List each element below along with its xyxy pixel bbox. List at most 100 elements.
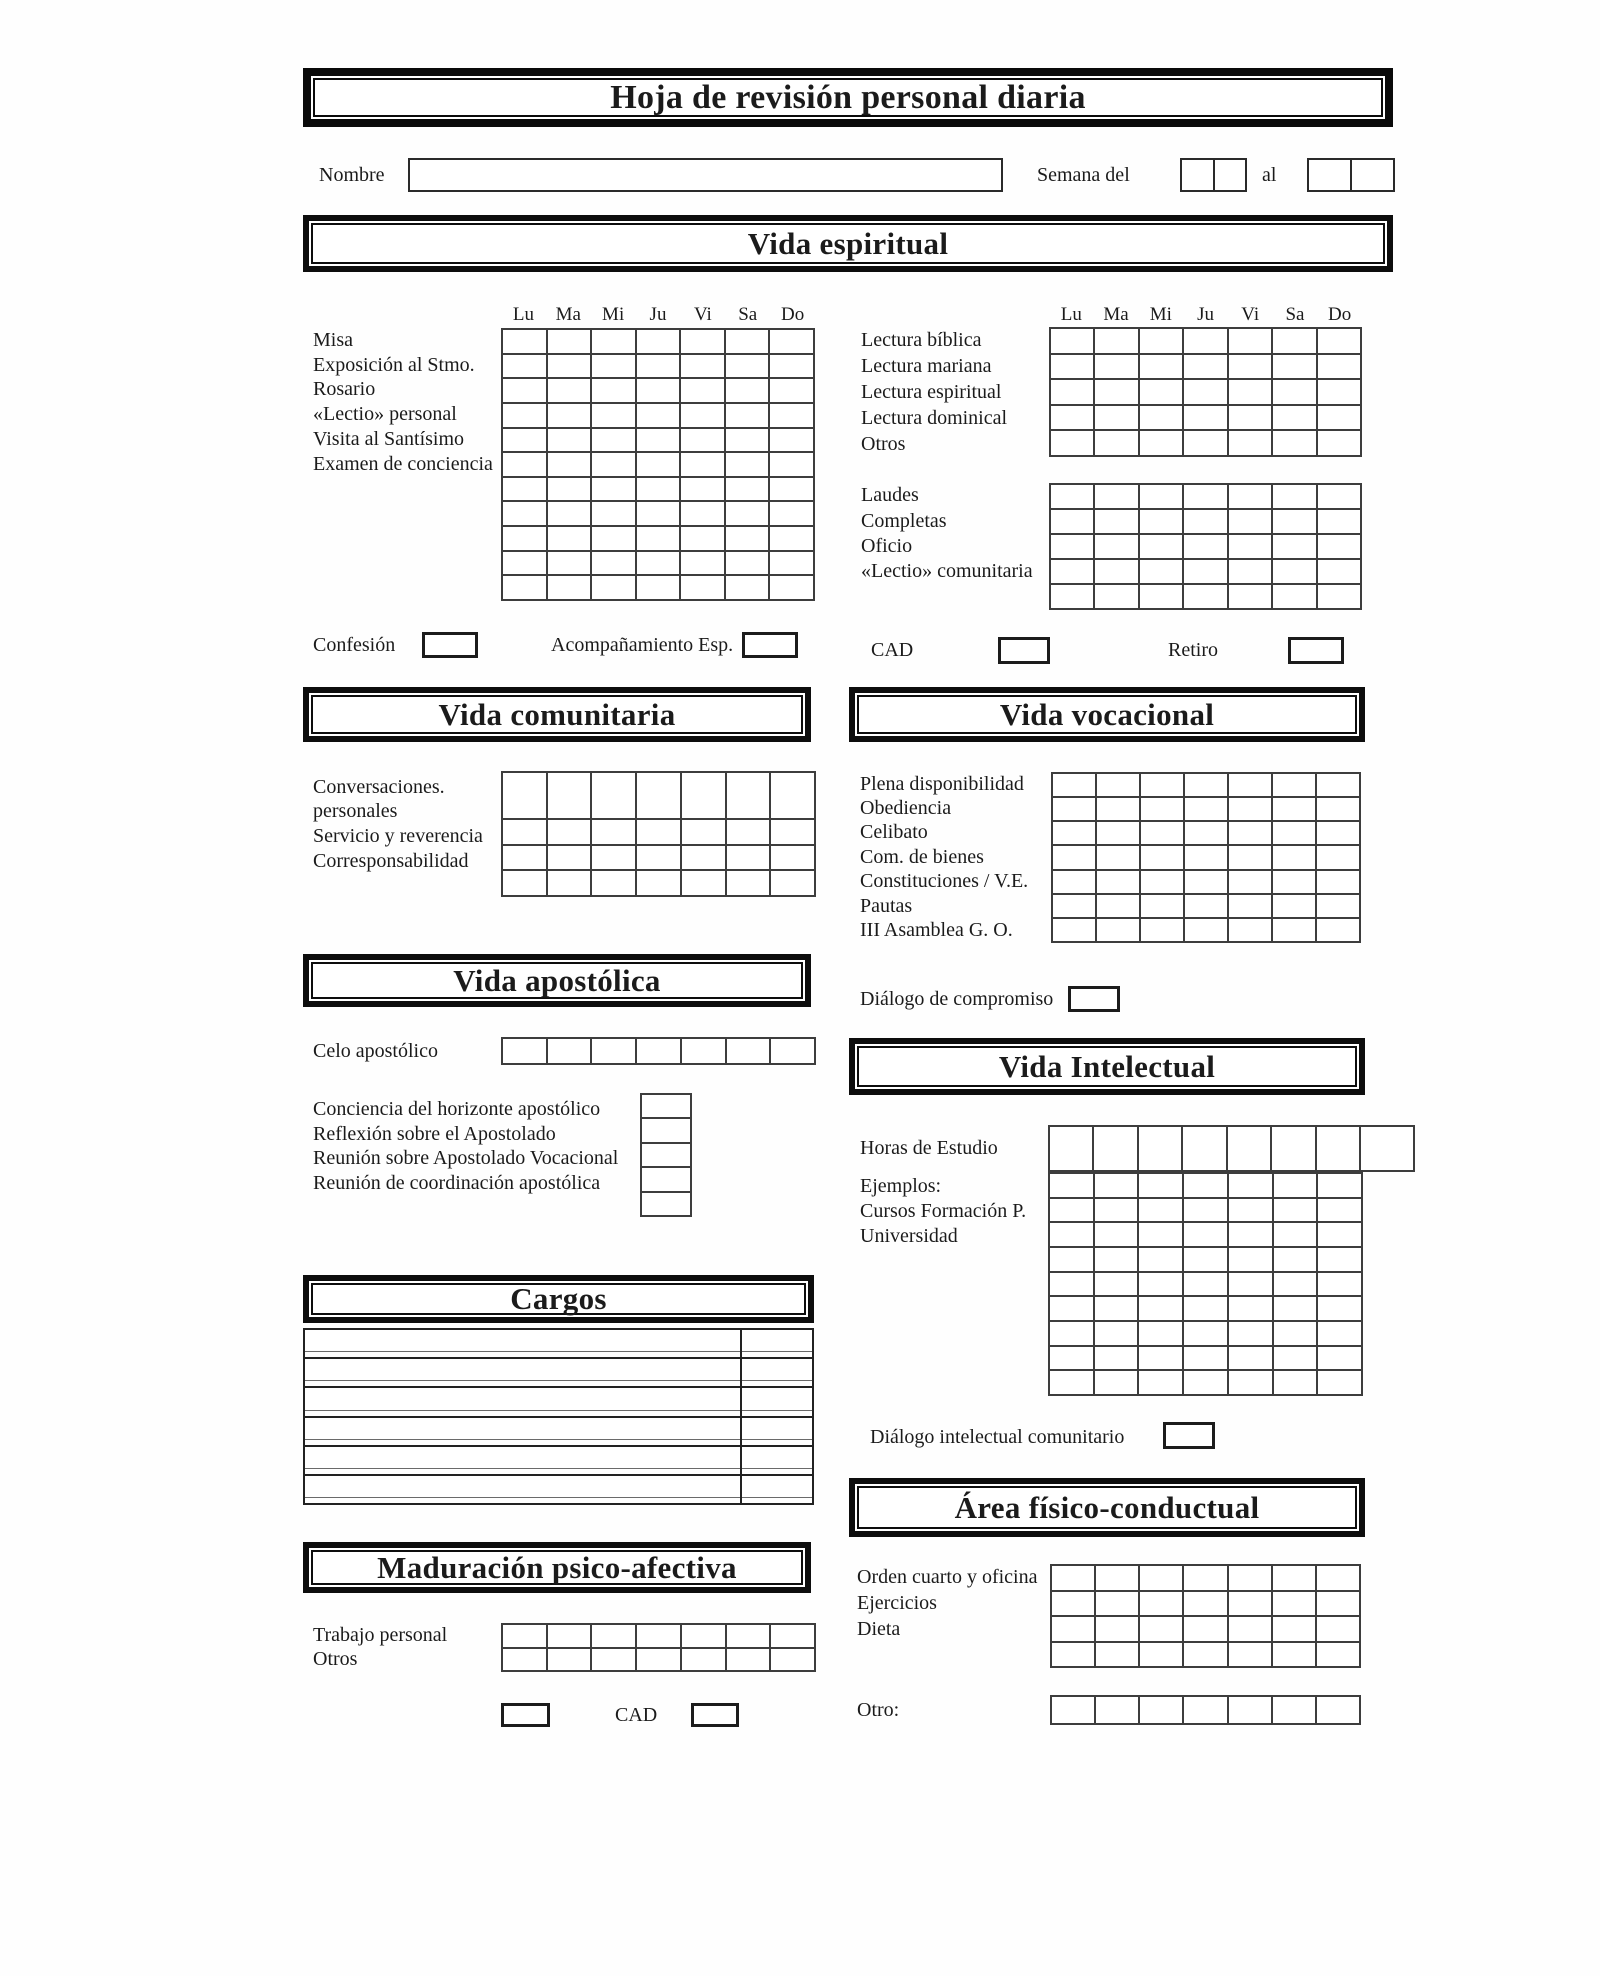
grid-cell[interactable]: [592, 453, 635, 476]
grid-cell[interactable]: [1228, 1566, 1271, 1590]
grid-cell[interactable]: [1317, 380, 1360, 404]
grid-cell[interactable]: [1050, 1223, 1093, 1246]
grid-cell[interactable]: [726, 1039, 770, 1063]
grid-cell[interactable]: [1052, 1566, 1095, 1590]
grid-cell[interactable]: [503, 871, 546, 895]
grid-cell[interactable]: [637, 871, 680, 895]
grid-cell[interactable]: [725, 330, 769, 353]
grid-cell[interactable]: [1228, 1297, 1272, 1320]
grid-cell[interactable]: [1139, 1272, 1183, 1296]
grid-cell[interactable]: [1051, 380, 1094, 404]
grid-cell[interactable]: [1273, 1371, 1317, 1394]
grid-cell[interactable]: [1096, 1566, 1139, 1590]
grid-cell[interactable]: [1317, 431, 1360, 455]
grid-cell[interactable]: [681, 403, 724, 427]
grid-cell[interactable]: [1360, 1127, 1413, 1170]
grid-cell[interactable]: [770, 403, 813, 427]
grid-cell[interactable]: [1050, 1371, 1093, 1394]
grid-cell[interactable]: [1184, 1371, 1227, 1394]
grid-cell[interactable]: [1185, 894, 1227, 917]
grid-cell[interactable]: [1317, 535, 1360, 558]
grid-cell[interactable]: [1273, 1321, 1317, 1345]
grid-cell[interactable]: [1184, 1697, 1227, 1723]
grid-cell[interactable]: [1094, 1346, 1138, 1370]
grid-cell[interactable]: [592, 527, 635, 550]
grid-cell[interactable]: [1184, 1321, 1227, 1345]
grid-cell[interactable]: [592, 403, 635, 427]
grid-cell[interactable]: [636, 428, 680, 452]
grid-cell[interactable]: [1184, 1642, 1227, 1666]
charges-row[interactable]: [305, 1475, 812, 1504]
grid-cell[interactable]: [1096, 1697, 1139, 1723]
grid-cell[interactable]: [1050, 1198, 1093, 1222]
grid-cell[interactable]: [1228, 329, 1272, 353]
grid-cell[interactable]: [771, 871, 814, 895]
grid-cell[interactable]: [681, 330, 724, 353]
grid-cell[interactable]: [1273, 510, 1316, 533]
grid-cell[interactable]: [770, 428, 813, 452]
grid-cell[interactable]: [1184, 1566, 1227, 1590]
grid-cell[interactable]: [547, 527, 591, 550]
grid-cell[interactable]: [1228, 405, 1272, 430]
grid-cell[interactable]: [636, 330, 680, 353]
grid-cell[interactable]: [503, 1648, 546, 1670]
grid-cell[interactable]: [1094, 1174, 1138, 1197]
grid-cell[interactable]: [637, 1625, 680, 1647]
grid-cell[interactable]: [1184, 405, 1227, 430]
grid-cell[interactable]: [636, 502, 680, 526]
grid-cell[interactable]: [1184, 1247, 1227, 1271]
grid-cell[interactable]: [1184, 485, 1227, 508]
grid-cell[interactable]: [642, 1192, 690, 1215]
grid-cell[interactable]: [1228, 1247, 1272, 1271]
grid-cell[interactable]: [1184, 585, 1227, 608]
grid-cell[interactable]: [1138, 1127, 1182, 1170]
grid-cell[interactable]: [1053, 774, 1095, 797]
grid-cell[interactable]: [547, 477, 591, 501]
grid-cell[interactable]: [547, 871, 591, 895]
grid-cell[interactable]: [1317, 870, 1359, 893]
grid-cell[interactable]: [726, 773, 770, 818]
grid-cell[interactable]: [1229, 774, 1271, 797]
grid-cell[interactable]: [503, 502, 546, 526]
grid-cell[interactable]: [636, 354, 680, 378]
charges-row[interactable]: [305, 1330, 812, 1360]
grid-cell[interactable]: [1317, 585, 1360, 608]
grid-cell[interactable]: [1184, 1223, 1227, 1246]
grid-cell[interactable]: [1317, 918, 1359, 941]
grid-cell[interactable]: [1318, 1272, 1361, 1296]
grid-cell[interactable]: [1228, 485, 1272, 508]
grid-cell[interactable]: [592, 354, 635, 378]
charges-row[interactable]: [305, 1359, 812, 1389]
grid-cell[interactable]: [1053, 822, 1095, 845]
grid-cell[interactable]: [1273, 535, 1316, 558]
grid-cell[interactable]: [1318, 1297, 1361, 1320]
grid-cell[interactable]: [1141, 822, 1183, 845]
grid-cell[interactable]: [1139, 535, 1183, 558]
grid-cell[interactable]: [681, 477, 724, 501]
grid-cell[interactable]: [637, 820, 680, 844]
grid-cell[interactable]: [1139, 354, 1183, 379]
grid-cell[interactable]: [1228, 585, 1272, 608]
grid-cell[interactable]: [637, 1648, 680, 1670]
grid-cell[interactable]: [547, 551, 591, 575]
grid-cell[interactable]: [725, 379, 769, 402]
grid-cell[interactable]: [592, 1648, 636, 1670]
grid-cell[interactable]: [503, 820, 546, 844]
grid-cell[interactable]: [1094, 1127, 1137, 1170]
grid-cell[interactable]: [1273, 846, 1315, 869]
grid-cell[interactable]: [1185, 918, 1227, 941]
grid-cell[interactable]: [1052, 1591, 1095, 1615]
grid-cell[interactable]: [1228, 510, 1272, 533]
grid-cell[interactable]: [503, 845, 546, 870]
grid-cell[interactable]: [592, 379, 635, 402]
grid-cell[interactable]: [1273, 354, 1316, 379]
grid-cell[interactable]: [1095, 585, 1138, 608]
grid-cell[interactable]: [1317, 354, 1360, 379]
week-to-box[interactable]: [1307, 158, 1395, 192]
grid-cell[interactable]: [1318, 1371, 1361, 1394]
grid-cell[interactable]: [1097, 774, 1139, 797]
grid-cell[interactable]: [636, 477, 680, 501]
grid-cell[interactable]: [1096, 1591, 1139, 1615]
grid-cell[interactable]: [1095, 329, 1138, 353]
grid-cell[interactable]: [771, 820, 814, 844]
